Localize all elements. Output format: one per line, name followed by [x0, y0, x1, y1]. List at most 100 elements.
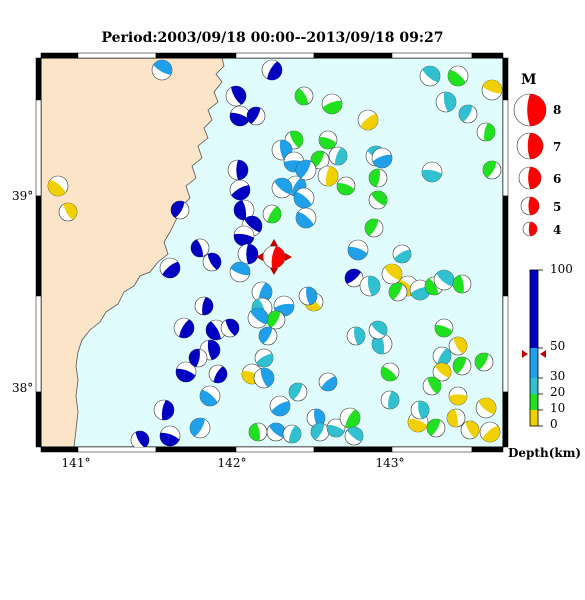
frame-tick-bottom [313, 446, 393, 453]
focal-mechanism-icon [159, 425, 181, 447]
focal-mechanism-icon [336, 176, 356, 196]
focal-mechanism-icon [328, 146, 348, 166]
magnitude-legend [513, 93, 547, 237]
red-triangle-icon [522, 350, 528, 358]
magnitude-legend-icon [522, 221, 538, 237]
focal-mechanism-icon [159, 257, 181, 279]
depth-band-shallow [530, 394, 538, 410]
frame-tick-bottom [155, 446, 237, 453]
lat-label-38: 38° [12, 381, 34, 395]
focal-mechanism-icon [254, 348, 274, 368]
depth-label-10: 10 [550, 401, 566, 415]
focal-mechanism-icon [419, 65, 441, 87]
frame-tick-right [502, 99, 509, 197]
focal-mechanism-icon [476, 122, 496, 142]
focal-mechanism-icon [452, 356, 472, 376]
frame-tick-bottom [77, 446, 157, 453]
focal-mechanism-icon [380, 390, 400, 410]
focal-mechanism-icon [151, 59, 173, 81]
depth-label-100: 100 [550, 262, 573, 276]
depth-label-30: 30 [550, 369, 566, 383]
focal-mechanism-icon [368, 190, 388, 210]
focal-mechanism-icon [229, 105, 251, 127]
focal-mechanism-icon [380, 362, 400, 382]
focal-mechanism-icon [310, 150, 330, 170]
frame-tick-top [40, 52, 79, 59]
focal-mechanism-icon [458, 104, 478, 124]
lon-label-142: 142° [217, 456, 247, 470]
focal-mechanism-icon [474, 352, 494, 372]
focal-mechanism-icon [298, 286, 318, 306]
focal-mechanism-icon [271, 177, 293, 199]
focal-mechanism-icon [310, 422, 330, 442]
focal-mechanism-icon [452, 274, 472, 294]
focal-mechanism-icon [258, 326, 278, 346]
frame-tick-left [35, 391, 42, 448]
focal-mechanism-icon [229, 179, 251, 201]
focal-mechanism-icon [130, 430, 150, 447]
red-triangle-icon [540, 350, 546, 358]
focal-mechanism-icon [482, 160, 502, 180]
frame-tick-right [502, 391, 509, 448]
frame-tick-bottom [235, 446, 315, 453]
focal-mechanism-icon [422, 376, 442, 396]
focal-mechanism-icon [229, 261, 251, 283]
highlight-event-icon [262, 245, 286, 269]
focal-mechanism-icon [269, 395, 291, 417]
focal-mechanism-icon [188, 348, 208, 368]
depth-legend-title: Depth(km) [508, 446, 582, 460]
lon-label-141: 141° [61, 456, 91, 470]
focal-mechanism-icon [170, 200, 190, 220]
focal-mechanism-icon [388, 282, 408, 302]
magnitude-legend-icon [520, 196, 540, 216]
focal-mechanism-icon [339, 407, 361, 429]
focal-mechanism-icon [293, 187, 315, 209]
focal-mechanism-icon [47, 175, 69, 197]
focal-mechanism-icon [220, 318, 240, 338]
focal-mechanism-icon [233, 199, 255, 221]
focal-mechanism-icon [202, 252, 222, 272]
frame-tick-top [391, 52, 473, 59]
focal-mechanism-icon [306, 408, 326, 428]
focal-mechanism-icon [479, 421, 501, 443]
focal-mechanism-icon [344, 268, 364, 288]
lat-label-39: 39° [12, 189, 34, 203]
focal-mechanism-icon [326, 418, 346, 438]
focal-mechanism-icon [237, 243, 259, 265]
focal-mechanism-icon [266, 422, 286, 442]
focal-mechanism-icon [475, 397, 497, 419]
focal-mechanism-icon [460, 420, 480, 440]
focal-mechanism-icon [347, 239, 369, 261]
focal-mechanism-icon [357, 109, 379, 131]
focal-mechanism-icon [199, 385, 221, 407]
focal-mechanism-icon [368, 320, 388, 340]
mag-label-5: 5 [553, 200, 562, 214]
focal-mechanism-icon [288, 382, 308, 402]
magnitude-legend-icon [513, 93, 547, 127]
focal-mechanism-icon [432, 346, 452, 366]
land-area [41, 58, 225, 447]
frame-tick-top [77, 52, 157, 59]
focal-mechanism-icon [190, 238, 210, 258]
focal-mechanism-icon [173, 317, 195, 339]
frame-tick-bottom [391, 446, 473, 453]
focal-mechanism-icon [321, 93, 343, 115]
focal-mechanism-icon [381, 263, 403, 285]
frame-tick-right [502, 195, 509, 297]
focal-mechanism-icon [225, 85, 247, 107]
red-triangle-icon [285, 253, 292, 261]
magnitude-legend-icon [516, 132, 544, 160]
focal-mechanism-icon [248, 422, 268, 442]
red-triangle-icon [270, 239, 278, 246]
frame-tick-top [313, 52, 393, 59]
focal-mechanism-icon [434, 318, 454, 338]
focal-mechanism-icon [432, 362, 452, 382]
focal-mechanism-icon [262, 204, 282, 224]
focal-mechanism-icon [318, 372, 338, 392]
frame-tick-right [502, 57, 509, 101]
frame-tick-bottom [471, 446, 504, 453]
event-markers [47, 59, 503, 447]
magnitude-legend-icon [518, 166, 542, 190]
focal-mechanism-icon [58, 202, 78, 222]
